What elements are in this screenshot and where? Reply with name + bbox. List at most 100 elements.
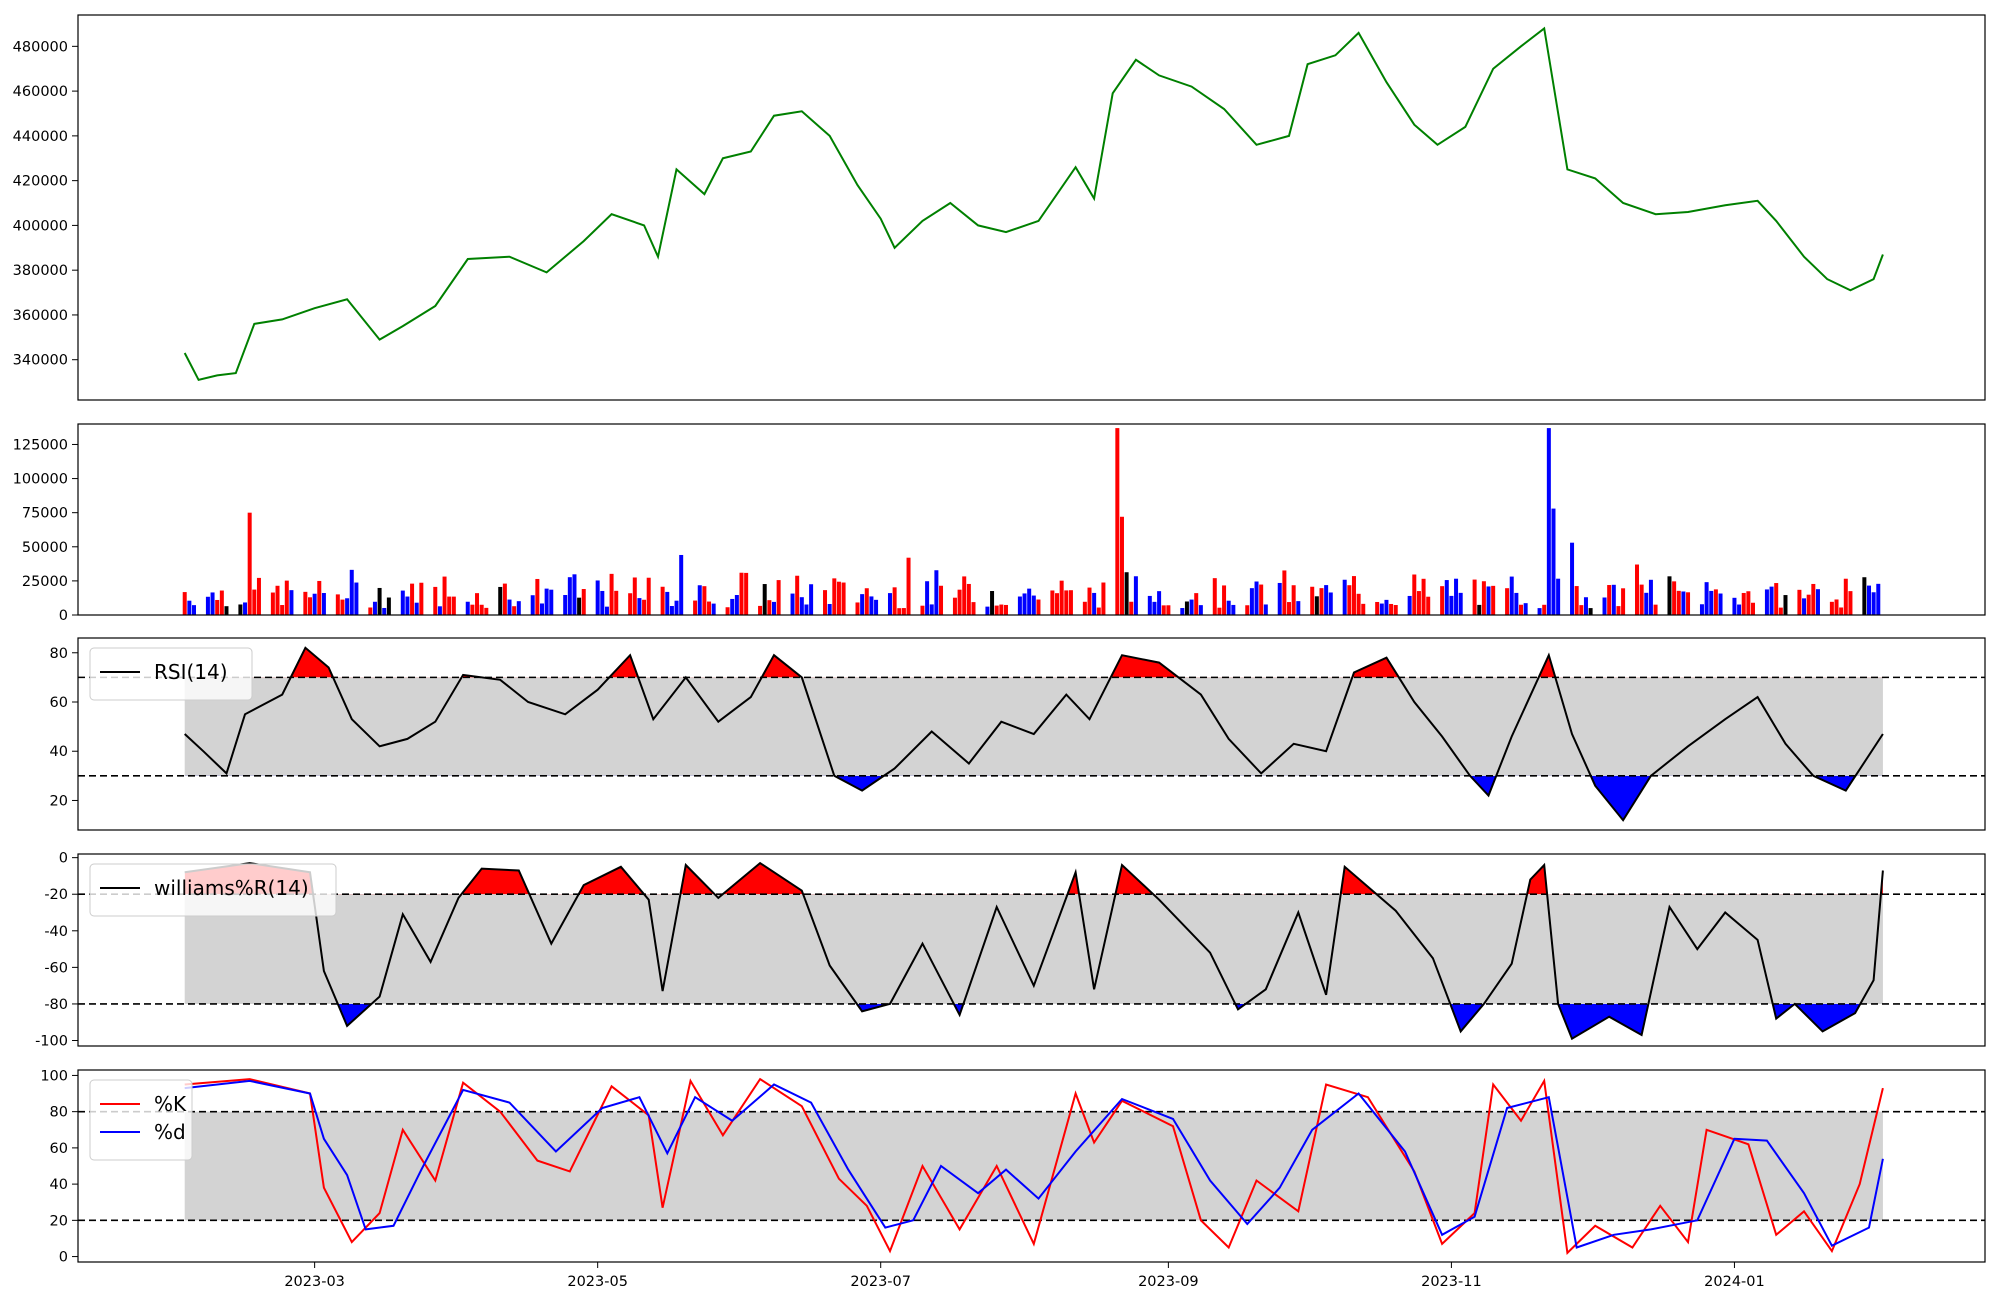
volume-bar (1704, 582, 1709, 615)
volume-bar (1152, 601, 1157, 615)
volume-bar (665, 591, 670, 615)
volume-bar (1686, 592, 1691, 615)
volume-bar (776, 580, 781, 615)
volume-bar (1096, 607, 1101, 615)
volume-bar (577, 597, 582, 615)
volume-bar (238, 604, 243, 615)
volume-bar (971, 602, 976, 615)
volume-bar (1319, 588, 1324, 615)
stochastic-legend-label: %d (154, 1120, 186, 1144)
volume-bar (419, 582, 424, 615)
volume-bar (1862, 577, 1867, 615)
volume-bar (693, 600, 698, 615)
volume-bar (1259, 584, 1264, 615)
volume-bar (1351, 576, 1356, 615)
volume-bar (549, 589, 554, 615)
volume-bar (437, 606, 442, 615)
volume-bar (1537, 608, 1542, 615)
rsi-ytick-label: 20 (50, 793, 68, 809)
volume-bar (475, 593, 480, 615)
rsi-ytick-label: 60 (50, 695, 68, 711)
stochastic-legend-label: %K (154, 1092, 187, 1116)
stochastic-ytick-label: 0 (59, 1250, 68, 1266)
volume-bar (224, 606, 229, 615)
volume-bar (1741, 592, 1746, 615)
volume-bar (642, 599, 647, 615)
volume-bar (247, 512, 252, 615)
volume-bar (799, 597, 804, 615)
price-ytick-label: 480000 (13, 39, 68, 55)
volume-bar (823, 590, 828, 615)
volume-ytick-label: 100000 (13, 472, 68, 488)
williams-ytick-label: -40 (44, 924, 68, 940)
volume-bar (1101, 582, 1106, 615)
volume-bar (1421, 578, 1426, 615)
volume-bar (1124, 572, 1129, 615)
volume-bar (405, 596, 410, 615)
volume-bar (739, 572, 744, 615)
volume-bar (1611, 584, 1616, 615)
volume-bar (952, 597, 957, 615)
volume-bar (1588, 608, 1593, 615)
volume-bar (1157, 591, 1162, 615)
volume-bar (1198, 605, 1203, 615)
volume-bar (335, 594, 340, 615)
volume-bar (1523, 603, 1528, 615)
volume-bar (1867, 585, 1872, 615)
volume-bar (1389, 603, 1394, 615)
volume-bar (1296, 601, 1301, 615)
volume-bar (243, 602, 248, 615)
volume-bar (1764, 589, 1769, 615)
volume-bar (939, 585, 944, 615)
volume-bar (182, 592, 187, 615)
volume-bar (1639, 584, 1644, 615)
volume-bar (345, 598, 350, 615)
volume-bar (929, 604, 934, 615)
volume-bar (1802, 598, 1807, 615)
volume-ytick-label: 25000 (22, 574, 68, 590)
volume-bar (581, 589, 586, 615)
volume-bar (999, 604, 1004, 615)
volume-bar (767, 600, 772, 615)
rsi-band (184, 677, 1883, 776)
volume-bar (1843, 578, 1848, 615)
volume-bar (433, 586, 438, 615)
williams-overbought-fill (184, 863, 1883, 895)
volume-ytick-label: 50000 (22, 540, 68, 556)
volume-bar (1732, 597, 1737, 615)
volume-ytick-label: 0 (59, 608, 68, 624)
volume-bar (465, 601, 470, 615)
volume-bar (1616, 606, 1621, 615)
price-ytick-label: 380000 (13, 263, 68, 279)
volume-bar (1027, 588, 1032, 615)
xtick-label: 2023-07 (850, 1274, 911, 1290)
volume-bar (1022, 593, 1027, 615)
volume-bar (609, 573, 614, 615)
volume-bar (1282, 570, 1287, 615)
volume-bar (470, 604, 475, 615)
volume-bar (377, 587, 382, 615)
williams-legend-label: williams%R(14) (154, 876, 309, 900)
volume-bar (744, 572, 749, 615)
volume-bar (628, 593, 633, 615)
stochastic-ytick-label: 80 (50, 1105, 68, 1121)
volume-bar (1055, 593, 1060, 615)
volume-bar (1166, 605, 1171, 615)
volume-bar (1876, 583, 1881, 615)
volume-bar (887, 593, 892, 615)
volume-bar (790, 593, 795, 615)
volume-bar (1310, 586, 1315, 615)
volume-bar (925, 581, 930, 615)
volume-bar (1458, 592, 1463, 615)
volume-bar (637, 598, 642, 615)
volume-bar (1848, 591, 1853, 615)
volume-bar (1519, 604, 1524, 615)
volume-bar (758, 605, 763, 615)
volume-bar (595, 580, 600, 615)
volume-bar (1082, 601, 1087, 615)
volume-bar (284, 580, 289, 615)
volume-bar (447, 596, 452, 615)
volume-bar (1328, 592, 1333, 615)
volume-bar (1347, 585, 1352, 615)
